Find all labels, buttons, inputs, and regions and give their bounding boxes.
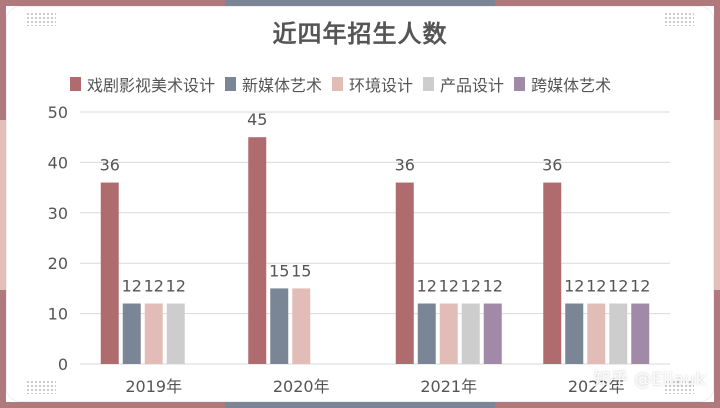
corner-dots-top-left [26,12,56,26]
corner-dots-bottom-left [26,380,56,394]
y-tick-label: 40 [48,153,68,172]
data-label: 36 [100,156,120,175]
y-tick-label: 0 [58,355,68,374]
watermark: 知乎 @Eliauk [593,370,706,390]
data-label: 12 [461,277,481,296]
legend-label: 戏剧影视美术设计 [87,76,216,95]
data-label: 12 [630,277,650,296]
data-label: 36 [395,156,415,175]
legend-item: 环境设计 [332,72,413,96]
legend-label: 跨媒体艺术 [531,76,612,95]
corner-dots-bottom-right [664,380,694,394]
bar [631,303,650,364]
frame-bottom-border [0,402,720,408]
legend-swatch [70,77,81,91]
x-tick-label: 2019年 [125,377,182,396]
bar [292,288,311,364]
legend-label: 新媒体艺术 [242,76,323,95]
bar [543,182,562,364]
data-label: 15 [291,261,311,280]
bar [248,137,267,364]
legend-swatch [514,77,526,91]
y-tick-label: 50 [48,103,68,122]
legend-swatch [423,77,435,91]
bar [417,303,436,364]
corner-dots-top-right [664,12,694,26]
data-label: 12 [586,277,606,296]
bar [122,303,141,364]
frame-top-border [0,0,720,6]
legend-item: 新媒体艺术 [225,72,322,96]
legend-swatch [225,77,237,91]
frame-left-accent [0,120,6,290]
x-tick-label: 2021年 [420,377,477,396]
legend-swatch [332,77,344,91]
legend-item: 跨媒体艺术 [514,72,611,96]
data-label: 12 [417,277,437,296]
x-tick-label: 2020年 [273,377,330,396]
frame-right-accent [714,120,720,290]
bar [100,182,119,364]
bar [483,303,502,364]
data-label: 45 [247,110,267,129]
y-tick-label: 10 [48,305,68,324]
y-tick-label: 30 [48,204,68,223]
data-label: 12 [166,277,186,296]
legend-label: 环境设计 [349,76,414,95]
data-label: 12 [564,277,584,296]
bar [144,303,163,364]
y-tick-label: 20 [48,254,68,273]
x-tick-label: 2022年 [568,377,625,396]
bar [609,303,628,364]
bar [166,303,185,364]
data-label: 36 [542,156,562,175]
bar [587,303,606,364]
data-label: 12 [122,277,142,296]
bar [395,182,414,364]
bar [439,303,458,364]
legend-label: 产品设计 [440,76,505,95]
chart-title: 近四年招生人数 [272,20,448,48]
bar [270,288,289,364]
data-label: 15 [269,261,289,280]
chart-legend: 戏剧影视美术设计 新媒体艺术 环境设计 产品设计 跨媒体艺术 [70,72,710,96]
legend-item: 戏剧影视美术设计 [70,72,215,96]
legend-item: 产品设计 [423,72,504,96]
bar [565,303,584,364]
data-label: 12 [608,277,628,296]
data-label: 12 [439,277,459,296]
data-label: 12 [483,277,503,296]
data-label: 12 [144,277,164,296]
bar [461,303,480,364]
